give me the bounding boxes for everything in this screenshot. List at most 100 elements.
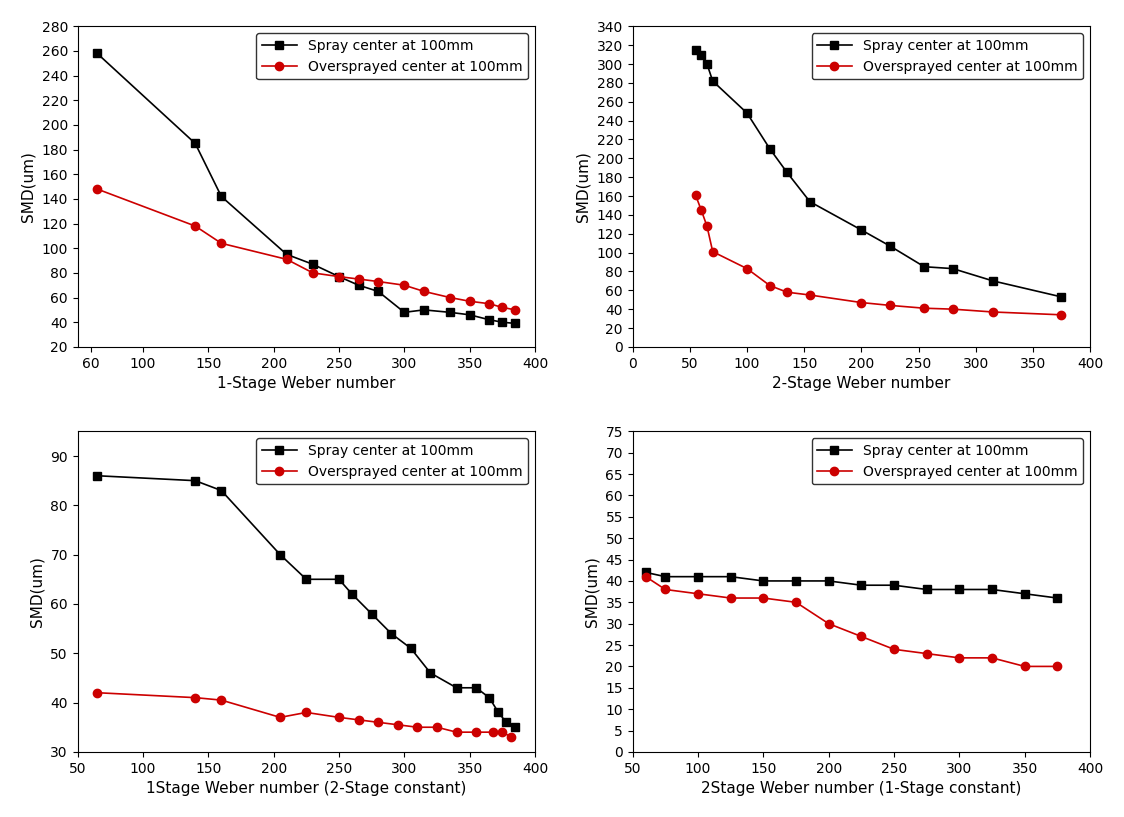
Spray center at 100mm [90,471,103,480]
Spray center at 100mm [706,76,719,86]
Oversprayed center at 100mm [280,254,293,264]
Oversprayed center at 100mm [659,585,672,595]
Spray center at 100mm [822,576,835,586]
Spray center at 100mm [953,585,967,595]
Spray center at 100mm [280,249,293,259]
Oversprayed center at 100mm [215,239,228,248]
Spray center at 100mm [919,585,933,595]
Oversprayed center at 100mm [90,184,103,194]
Spray center at 100mm [854,225,868,234]
Spray center at 100mm [509,722,523,732]
Oversprayed center at 100mm [1051,662,1064,672]
Oversprayed center at 100mm [953,653,967,663]
Spray center at 100mm [695,50,708,60]
Spray center at 100mm [482,315,496,324]
Spray center at 100mm [1054,292,1068,301]
Oversprayed center at 100mm [986,653,999,663]
Oversprayed center at 100mm [822,618,835,628]
Legend: Spray center at 100mm, Oversprayed center at 100mm: Spray center at 100mm, Oversprayed cente… [812,33,1084,79]
Oversprayed center at 100mm [706,247,719,257]
Spray center at 100mm [491,708,505,717]
Oversprayed center at 100mm [804,290,817,300]
Line: Oversprayed center at 100mm: Oversprayed center at 100mm [93,185,519,314]
Oversprayed center at 100mm [352,275,365,284]
Spray center at 100mm [659,572,672,582]
Spray center at 100mm [215,191,228,201]
Line: Oversprayed center at 100mm: Oversprayed center at 100mm [93,689,516,741]
X-axis label: 2-Stage Weber number: 2-Stage Weber number [772,376,951,391]
Y-axis label: SMD(um): SMD(um) [584,556,600,627]
Spray center at 100mm [946,264,960,274]
Oversprayed center at 100mm [482,299,496,309]
Oversprayed center at 100mm [333,272,346,282]
Spray center at 100mm [405,644,418,654]
Spray center at 100mm [306,259,319,269]
Spray center at 100mm [189,475,202,485]
Spray center at 100mm [741,108,754,118]
Oversprayed center at 100mm [1018,662,1032,672]
Oversprayed center at 100mm [741,264,754,274]
Line: Spray center at 100mm: Spray center at 100mm [93,49,519,328]
Spray center at 100mm [917,261,931,271]
Spray center at 100mm [371,287,384,297]
Oversprayed center at 100mm [443,292,456,302]
Oversprayed center at 100mm [854,632,868,641]
Oversprayed center at 100mm [470,727,483,737]
Spray center at 100mm [90,48,103,58]
Spray center at 100mm [509,319,523,328]
Spray center at 100mm [215,485,228,495]
Oversprayed center at 100mm [854,297,868,307]
Oversprayed center at 100mm [638,572,652,582]
Oversprayed center at 100mm [410,722,424,732]
Spray center at 100mm [499,717,513,727]
Spray center at 100mm [724,572,737,582]
Oversprayed center at 100mm [689,190,702,200]
Spray center at 100mm [986,276,999,286]
Spray center at 100mm [333,574,346,584]
Spray center at 100mm [887,580,900,590]
Oversprayed center at 100mm [496,727,509,737]
Oversprayed center at 100mm [986,307,999,317]
Oversprayed center at 100mm [691,589,705,599]
Oversprayed center at 100mm [695,205,708,215]
Oversprayed center at 100mm [398,280,411,290]
Spray center at 100mm [345,589,359,599]
Oversprayed center at 100mm [352,715,365,725]
Spray center at 100mm [496,317,509,327]
Spray center at 100mm [398,307,411,317]
Line: Spray center at 100mm: Spray center at 100mm [93,471,519,731]
Spray center at 100mm [763,144,777,154]
Spray center at 100mm [450,683,463,693]
Spray center at 100mm [384,628,398,638]
Oversprayed center at 100mm [391,720,405,730]
Spray center at 100mm [700,59,714,69]
Spray center at 100mm [689,45,702,55]
Spray center at 100mm [804,197,817,207]
Oversprayed center at 100mm [700,221,714,231]
Oversprayed center at 100mm [763,281,777,291]
Y-axis label: SMD(um): SMD(um) [21,151,36,222]
Spray center at 100mm [443,307,456,317]
Oversprayed center at 100mm [189,221,202,231]
Spray center at 100mm [365,609,379,618]
Spray center at 100mm [789,576,803,586]
Line: Oversprayed center at 100mm: Oversprayed center at 100mm [691,191,1066,319]
Oversprayed center at 100mm [333,712,346,722]
Spray center at 100mm [638,568,652,578]
Line: Spray center at 100mm: Spray center at 100mm [691,46,1066,301]
Spray center at 100mm [482,693,496,703]
Oversprayed center at 100mm [487,727,500,737]
Oversprayed center at 100mm [780,288,794,297]
Oversprayed center at 100mm [505,732,518,742]
Spray center at 100mm [1018,589,1032,599]
Oversprayed center at 100mm [371,277,384,287]
Oversprayed center at 100mm [919,649,933,659]
X-axis label: 2Stage Weber number (1-Stage constant): 2Stage Weber number (1-Stage constant) [701,781,1022,797]
Oversprayed center at 100mm [306,268,319,278]
Oversprayed center at 100mm [417,287,430,297]
Oversprayed center at 100mm [509,305,523,315]
X-axis label: 1Stage Weber number (2-Stage constant): 1Stage Weber number (2-Stage constant) [146,781,466,797]
Oversprayed center at 100mm [496,302,509,312]
Spray center at 100mm [300,574,314,584]
Oversprayed center at 100mm [917,303,931,313]
